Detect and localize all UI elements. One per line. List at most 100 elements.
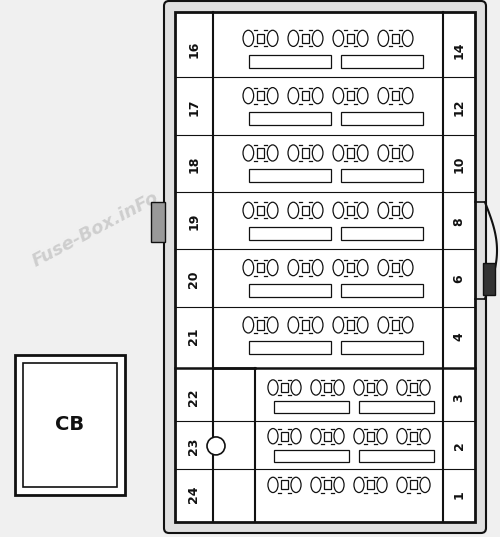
Bar (344, 145, 357, 161)
Ellipse shape (358, 88, 368, 104)
Text: 23: 23 (188, 437, 200, 455)
Bar (368, 432, 374, 441)
Bar (344, 259, 357, 275)
Ellipse shape (378, 88, 388, 104)
Bar (392, 91, 399, 100)
Bar (257, 320, 264, 330)
Bar (249, 227, 331, 240)
Bar (392, 206, 399, 215)
Ellipse shape (358, 202, 368, 219)
Bar (254, 202, 268, 219)
Ellipse shape (333, 317, 344, 333)
Text: 3: 3 (452, 393, 466, 402)
Bar (278, 380, 291, 395)
Ellipse shape (268, 429, 278, 444)
Bar (257, 206, 264, 215)
Ellipse shape (268, 259, 278, 275)
Bar (347, 320, 354, 330)
Ellipse shape (402, 259, 413, 275)
Ellipse shape (378, 145, 388, 161)
Ellipse shape (268, 202, 278, 219)
Ellipse shape (378, 30, 388, 46)
Bar (359, 401, 434, 413)
Bar (344, 88, 357, 104)
Ellipse shape (333, 202, 344, 219)
Ellipse shape (333, 259, 344, 275)
Ellipse shape (402, 30, 413, 46)
Bar (347, 263, 354, 272)
Ellipse shape (312, 317, 323, 333)
Ellipse shape (420, 380, 430, 395)
Ellipse shape (243, 259, 254, 275)
Bar (344, 317, 357, 333)
Ellipse shape (288, 317, 298, 333)
Bar (368, 481, 374, 489)
Text: 1: 1 (452, 490, 466, 499)
Ellipse shape (268, 477, 278, 492)
Bar (347, 34, 354, 43)
Ellipse shape (334, 380, 344, 395)
Ellipse shape (268, 88, 278, 104)
Text: 22: 22 (188, 388, 200, 406)
Bar (324, 383, 330, 392)
Bar (257, 34, 264, 43)
Bar (282, 432, 288, 441)
Ellipse shape (311, 477, 321, 492)
Bar (278, 477, 291, 492)
Bar (249, 342, 331, 354)
Text: 24: 24 (188, 486, 200, 503)
Ellipse shape (377, 429, 387, 444)
Bar (23, 363, 117, 487)
Bar (151, 202, 165, 242)
Bar (344, 202, 357, 219)
Bar (388, 202, 402, 219)
Bar (344, 30, 357, 46)
Ellipse shape (354, 477, 364, 492)
Ellipse shape (334, 429, 344, 444)
Ellipse shape (268, 30, 278, 46)
Text: 19: 19 (188, 213, 200, 230)
Bar (324, 432, 330, 441)
Bar (254, 145, 268, 161)
Bar (298, 259, 312, 275)
Ellipse shape (378, 317, 388, 333)
Bar (254, 88, 268, 104)
Ellipse shape (397, 380, 407, 395)
Text: Fuse-Box.inFo: Fuse-Box.inFo (28, 189, 162, 271)
Bar (254, 259, 268, 275)
Bar (341, 55, 423, 68)
Ellipse shape (311, 380, 321, 395)
Bar (341, 227, 423, 240)
Bar (249, 55, 331, 68)
Bar (302, 148, 309, 158)
Bar (298, 88, 312, 104)
Ellipse shape (291, 477, 301, 492)
Ellipse shape (397, 477, 407, 492)
Bar (254, 317, 268, 333)
Ellipse shape (333, 145, 344, 161)
Text: 2: 2 (452, 441, 466, 451)
Bar (324, 481, 330, 489)
Bar (388, 317, 402, 333)
Ellipse shape (358, 30, 368, 46)
Bar (388, 88, 402, 104)
Bar (364, 477, 377, 492)
Bar (302, 206, 309, 215)
Bar (388, 259, 402, 275)
Bar (298, 145, 312, 161)
Bar (274, 401, 349, 413)
Ellipse shape (377, 477, 387, 492)
Ellipse shape (402, 317, 413, 333)
Ellipse shape (312, 202, 323, 219)
Bar (347, 206, 354, 215)
Ellipse shape (358, 317, 368, 333)
Bar (15, 355, 125, 495)
Bar (282, 383, 288, 392)
Bar (302, 263, 309, 272)
Bar (257, 91, 264, 100)
Bar (368, 383, 374, 392)
Ellipse shape (312, 259, 323, 275)
FancyBboxPatch shape (164, 1, 486, 533)
Bar (410, 432, 416, 441)
Ellipse shape (358, 259, 368, 275)
